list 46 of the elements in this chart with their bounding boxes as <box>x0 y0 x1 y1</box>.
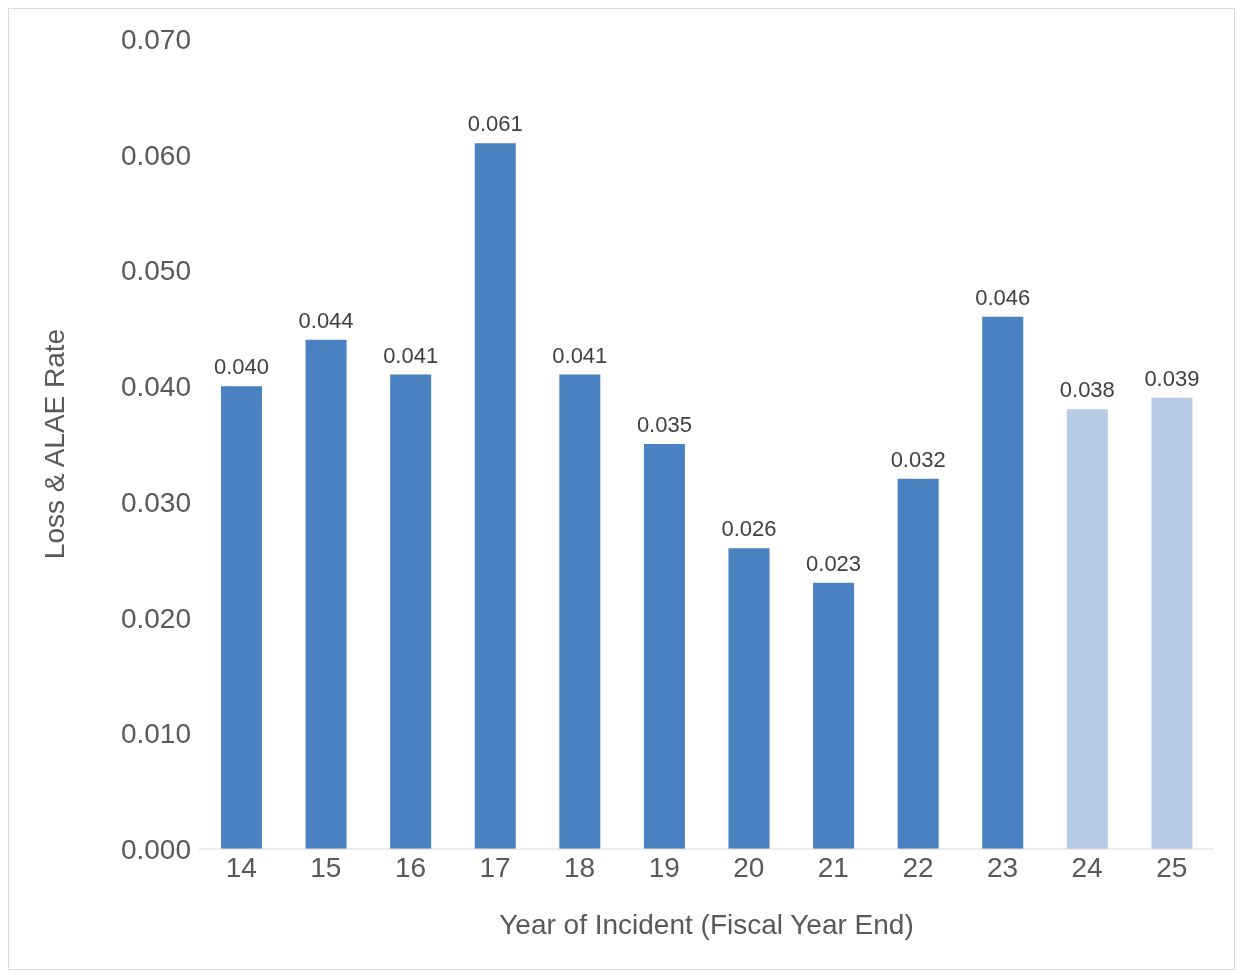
x-tick-label: 19 <box>648 851 680 883</box>
bar <box>559 374 601 849</box>
y-tick-label: 0.040 <box>120 371 191 403</box>
x-tick-label: 16 <box>394 851 427 883</box>
bar <box>1066 409 1108 849</box>
bar <box>643 444 685 849</box>
data-label: 0.023 <box>806 550 862 576</box>
bar <box>728 548 770 849</box>
data-label: 0.032 <box>890 446 946 472</box>
y-tick-label: 0.070 <box>120 23 191 55</box>
bar <box>305 339 347 849</box>
x-tick-label: 25 <box>1156 851 1188 883</box>
x-tick-label: 17 <box>479 851 511 883</box>
x-tick-label: 23 <box>986 851 1019 883</box>
x-axis-title: Year of Incident (Fiscal Year End) <box>499 909 914 940</box>
y-tick-label: 0.030 <box>120 486 191 518</box>
x-tick-label: 22 <box>902 851 934 883</box>
x-tick-label: 18 <box>564 851 596 883</box>
data-label: 0.039 <box>1144 365 1200 391</box>
bar <box>474 143 516 849</box>
x-tick-label: 24 <box>1071 851 1103 883</box>
bar <box>897 478 939 849</box>
bar <box>813 582 855 849</box>
data-label: 0.038 <box>1059 377 1115 403</box>
x-tick-label: 14 <box>225 851 257 883</box>
x-tick-label: 15 <box>310 851 342 883</box>
y-tick-label: 0.010 <box>120 718 191 750</box>
data-label: 0.041 <box>383 342 439 368</box>
data-label: 0.044 <box>298 307 354 333</box>
y-tick-label: 0.000 <box>120 833 191 865</box>
data-label: 0.041 <box>552 342 608 368</box>
y-tick-label: 0.020 <box>120 602 191 634</box>
data-label: 0.061 <box>467 111 523 137</box>
y-tick-label: 0.060 <box>120 139 191 171</box>
data-label: 0.046 <box>975 284 1031 310</box>
data-label: 0.040 <box>213 354 270 380</box>
bar <box>390 374 432 849</box>
data-label: 0.035 <box>636 412 692 437</box>
x-tick-label: 21 <box>817 851 849 883</box>
bar <box>982 316 1024 849</box>
y-axis-title: Loss & ALAE Rate <box>38 328 70 560</box>
bar <box>1151 397 1193 849</box>
x-tick-label: 20 <box>733 851 765 883</box>
y-tick-label: 0.050 <box>120 255 191 287</box>
bar <box>220 386 262 849</box>
data-label: 0.026 <box>721 516 777 542</box>
